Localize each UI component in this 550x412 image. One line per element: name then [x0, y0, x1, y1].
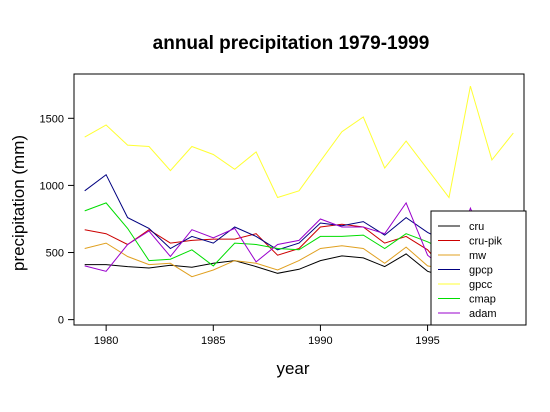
y-tick-label: 1000: [40, 180, 64, 192]
x-axis-label: year: [276, 359, 309, 378]
x-tick-label: 1980: [94, 335, 118, 347]
legend-label-cru-pik: cru-pik: [469, 236, 503, 248]
legend-label-gpcc: gpcc: [469, 279, 493, 291]
y-axis-label: precipitation (mm): [9, 135, 28, 271]
y-tick-label: 500: [46, 248, 64, 260]
x-tick-label: 1985: [201, 335, 225, 347]
legend-box: [430, 210, 527, 326]
y-tick-label: 1500: [40, 113, 64, 125]
legend-label-gpcp: gpcp: [469, 265, 493, 277]
legend-label-cmap: cmap: [469, 294, 496, 306]
legend-label-adam: adam: [469, 308, 497, 320]
chart-title: annual precipitation 1979-1999: [153, 33, 430, 54]
axes-group: 1980 1985 1990 1995 0 500 1000 1500: [40, 113, 440, 347]
plot-frame: [73, 73, 525, 326]
legend-label-cru: cru: [469, 221, 484, 233]
series-line-gpcc: [84, 85, 514, 199]
x-tick-label: 1995: [415, 335, 439, 347]
legend-label-mw: mw: [469, 250, 486, 262]
y-tick-label: 0: [58, 315, 64, 327]
x-tick-label: 1990: [308, 335, 332, 347]
legend: cru cru-pik mw gpcp gpcc cmap adam: [430, 210, 527, 326]
